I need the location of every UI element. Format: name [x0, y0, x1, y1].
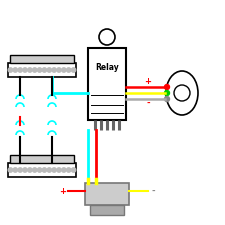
Circle shape [99, 29, 115, 45]
Circle shape [8, 168, 13, 172]
Circle shape [52, 168, 56, 172]
Circle shape [13, 168, 18, 172]
Text: -: - [146, 99, 150, 108]
Circle shape [13, 68, 18, 72]
Circle shape [47, 68, 52, 72]
Circle shape [37, 168, 42, 172]
Circle shape [28, 68, 32, 72]
Circle shape [33, 68, 37, 72]
Circle shape [62, 68, 66, 72]
Circle shape [67, 68, 71, 72]
Circle shape [164, 90, 169, 95]
Bar [8, 63, 76, 77]
Circle shape [52, 68, 56, 72]
Bar [85, 183, 129, 205]
Circle shape [18, 68, 22, 72]
Text: Relay: Relay [95, 63, 119, 72]
Bar [10, 155, 74, 163]
Circle shape [23, 168, 27, 172]
Bar [88, 48, 126, 120]
Circle shape [57, 168, 61, 172]
Circle shape [71, 168, 76, 172]
Circle shape [67, 168, 71, 172]
Circle shape [57, 68, 61, 72]
Circle shape [37, 68, 42, 72]
Circle shape [47, 168, 52, 172]
Circle shape [28, 168, 32, 172]
Circle shape [23, 68, 27, 72]
Circle shape [174, 85, 190, 101]
Circle shape [8, 68, 13, 72]
Bar [10, 55, 74, 63]
Circle shape [42, 68, 47, 72]
Text: +: + [144, 77, 151, 86]
Circle shape [164, 85, 169, 90]
Circle shape [71, 68, 76, 72]
Text: -: - [151, 187, 155, 196]
Circle shape [18, 168, 22, 172]
Circle shape [42, 168, 47, 172]
Text: +: + [59, 187, 67, 196]
Bar [90, 205, 124, 215]
Bar [8, 163, 76, 177]
Circle shape [62, 168, 66, 172]
Ellipse shape [166, 71, 198, 115]
Circle shape [33, 168, 37, 172]
Circle shape [164, 97, 169, 101]
